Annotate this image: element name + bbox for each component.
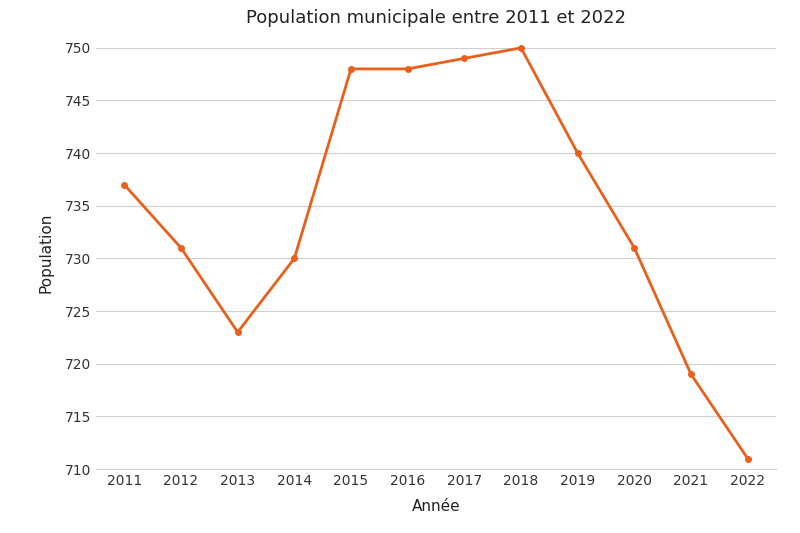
X-axis label: Année: Année	[412, 499, 460, 514]
Title: Population municipale entre 2011 et 2022: Population municipale entre 2011 et 2022	[246, 10, 626, 27]
Y-axis label: Population: Population	[38, 213, 54, 293]
